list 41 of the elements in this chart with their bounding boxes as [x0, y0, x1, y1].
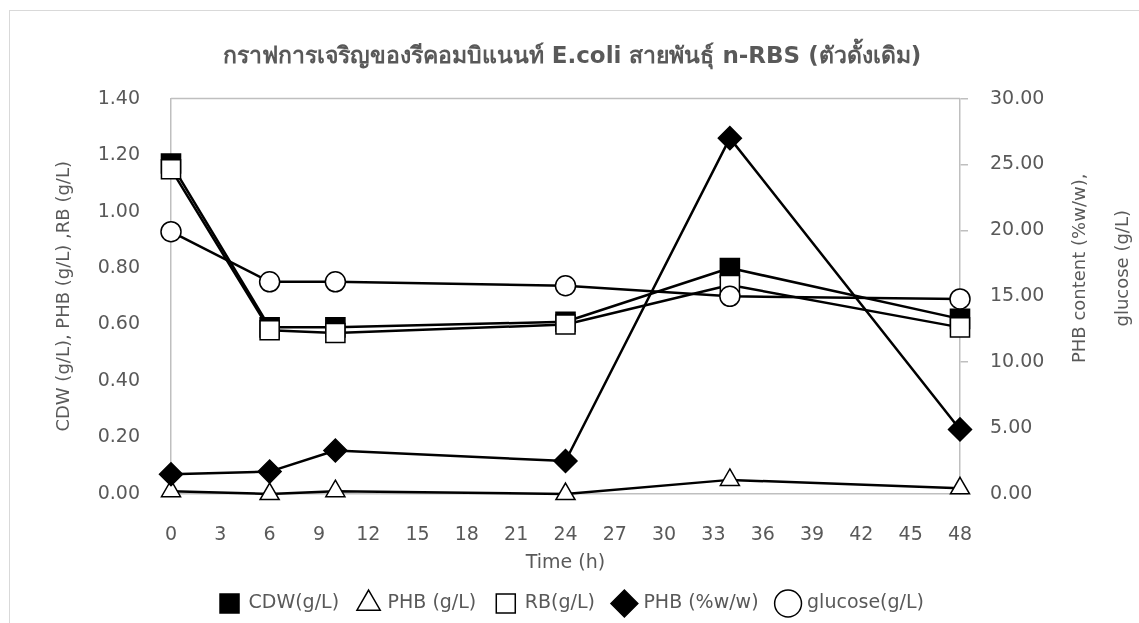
- y-tick-label: 1.40: [97, 85, 140, 108]
- x-axis-title: Time (h): [524, 549, 606, 572]
- x-tick-label: 21: [504, 522, 529, 545]
- x-tick-label: 0: [164, 522, 178, 545]
- y-axis-title: CDW (g/L), PHB (g/L) ,RB (g/L): [52, 161, 74, 432]
- y2-tick-label: 20.00: [990, 217, 1045, 240]
- x-tick-label: 48: [947, 522, 973, 545]
- y2-tick-label: 0.00: [990, 480, 1033, 503]
- y-tick-label: 0.80: [97, 254, 140, 277]
- y2-tick-label: 25.00: [990, 151, 1045, 174]
- y-tick-label: 1.20: [97, 142, 140, 165]
- legend-label: CDW(g/L): [248, 590, 340, 613]
- x-tick-label: 12: [356, 522, 381, 545]
- x-tick-label: 15: [405, 522, 430, 545]
- y2-tick-label: 10.00: [990, 349, 1045, 372]
- y2-tick-label: 5.00: [990, 415, 1033, 438]
- x-tick-label: 45: [898, 522, 923, 545]
- x-tick-label: 42: [849, 522, 874, 545]
- x-tick-label: 33: [701, 522, 726, 545]
- y-tick-label: 0.60: [97, 311, 140, 334]
- y2-tick-label: 15.00: [990, 283, 1045, 306]
- x-tick-label: 27: [602, 522, 627, 545]
- x-tick-label: 36: [750, 522, 775, 545]
- x-tick-label: 24: [553, 522, 578, 545]
- y2-tick-label: 30.00: [990, 85, 1045, 108]
- x-tick-label: 39: [799, 522, 825, 545]
- x-tick-label: 18: [454, 522, 479, 545]
- text: PHB content (%w/w), glucose (g/L): [1067, 173, 1132, 364]
- chart-title: กราฟการเจริญของรีคอมบิแนนท์ E.coli สายพันธุ์ n-RBS (ตัวดั้งเดิม): [222, 37, 922, 70]
- legend-label: glucose(g/L): [807, 590, 924, 613]
- y-tick-label: 0.40: [97, 367, 140, 390]
- x-tick-label: 3: [214, 522, 227, 545]
- x-tick-label: 30: [652, 522, 677, 545]
- y-tick-label: 0.20: [97, 424, 140, 447]
- x-tick-label: 6: [263, 522, 276, 545]
- y-tick-label: 0.00: [97, 480, 140, 503]
- legend-label: PHB (%w/w): [643, 590, 759, 613]
- legend-label: PHB (g/L): [387, 590, 477, 613]
- y-tick-label: 1.00: [97, 198, 140, 221]
- x-tick-label: 9: [312, 522, 325, 545]
- legend-label: RB(g/L): [524, 590, 595, 613]
